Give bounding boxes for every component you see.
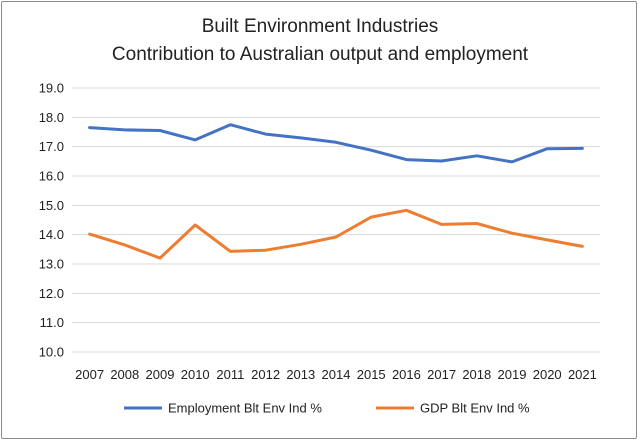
y-tick-label: 16.0 [39,169,64,184]
x-axis-ticks: 2007 2008 2009 2010 2011 2012 2013 2014 2015 2016… [75,367,597,382]
y-tick-label: 18.0 [39,110,64,125]
x-tick-label: 2017 [427,367,456,382]
chart-subtitle: Contribution to Australian output and em… [111,44,529,65]
y-tick-label: 11.0 [40,315,64,330]
y-axis-ticks: 10.0 11.0 12.0 13.0 14.0 15.0 16.0 17.0 18.0 19.0 [39,81,64,360]
x-tick-label: 2012 [251,367,280,382]
series-line-0 [88,123,584,164]
x-tick-label: 2015 [357,367,386,382]
y-tick-label: 12.0 [39,286,64,301]
x-tick-label: 2021 [568,367,597,382]
x-tick-label: 2009 [146,367,175,382]
y-tick-label: 15.0 [39,198,64,213]
series-line-1 [88,208,584,260]
x-tick-label: 2011 [216,367,244,382]
y-tick-label: 10.0 [39,345,64,360]
x-tick-label: 2018 [462,367,491,382]
x-tick-label: 2020 [533,367,562,382]
y-tick-label: 17.0 [39,139,64,154]
y-tick-label: 14.0 [39,227,64,242]
y-tick-label: 19.0 [39,81,64,96]
gridlines [72,87,600,353]
legend-label: GDP Blt Env Ind % [420,401,530,416]
x-tick-label: 2007 [75,367,104,382]
x-tick-label: 2016 [392,367,421,382]
x-tick-label: 2008 [110,367,139,382]
x-tick-label: 2010 [181,367,210,382]
x-tick-label: 2013 [286,367,315,382]
legend-label: Employment Blt Env Ind % [168,401,322,416]
x-tick-label: 2014 [322,367,351,382]
chart-title: Built Environment Industries [201,16,439,37]
legend: Employment Blt Env Ind % GDP Blt Env Ind … [124,401,530,416]
series-lines [88,123,584,260]
y-tick-label: 13.0 [39,257,64,272]
x-tick-label: 2019 [498,367,527,382]
